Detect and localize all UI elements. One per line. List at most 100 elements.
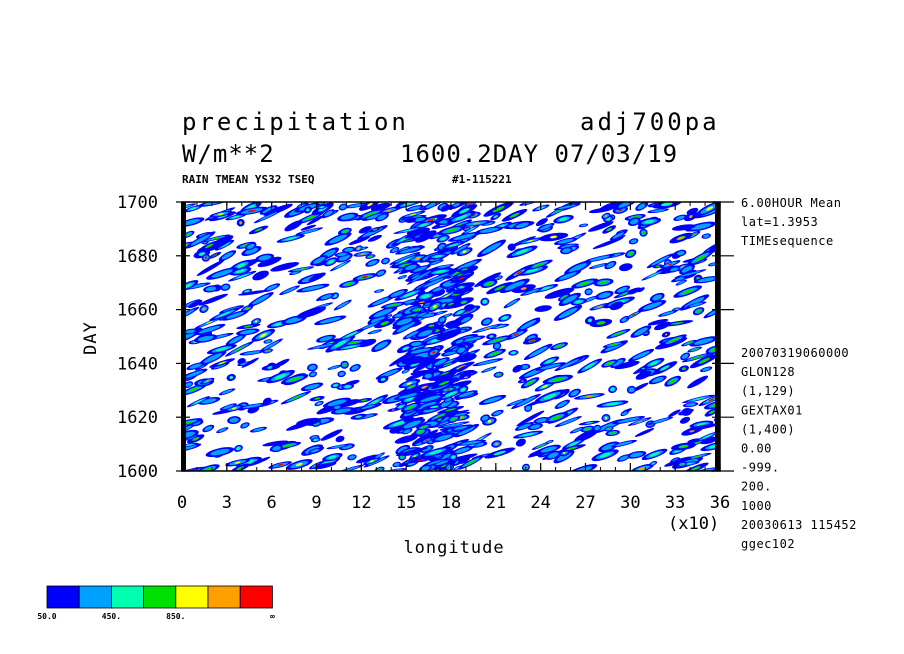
rain-streak [493, 371, 504, 378]
x-tick-label: 36 [710, 493, 730, 513]
rain-streak-peak [652, 462, 655, 465]
rain-streak-mid [204, 426, 213, 431]
rain-streak [225, 333, 247, 346]
rain-streak [480, 414, 491, 423]
rain-streak [367, 234, 382, 242]
rain-streak-mid [416, 401, 437, 410]
rain-streak-core [193, 399, 204, 404]
rain-streak [414, 311, 430, 318]
rain-streak [427, 253, 449, 260]
rain-streak-outer [452, 287, 472, 295]
rain-streak-core [429, 405, 441, 409]
rain-streak [448, 231, 481, 242]
rain-streak [335, 435, 345, 443]
rain-streak-peak [665, 333, 668, 336]
rain-streak-mid [372, 297, 391, 306]
rain-streak [401, 369, 410, 374]
rain-streak [289, 270, 302, 276]
rain-streak-mid [612, 232, 625, 239]
rain-streak-core [342, 363, 347, 367]
rain-streak-mid [457, 347, 465, 353]
rain-streak-outer [445, 320, 461, 329]
rain-streak-core [493, 215, 498, 219]
rain-streak [455, 284, 467, 290]
rain-streak-mid [462, 336, 481, 342]
rain-streak [365, 254, 376, 259]
rain-streak-mid [481, 415, 489, 421]
rain-streak-outer [401, 356, 425, 365]
rain-streak-core [685, 341, 692, 345]
rain-streak-mid [382, 258, 389, 264]
rain-streak [675, 249, 687, 257]
rain-streak-outer [474, 272, 502, 288]
rain-streak-mid [310, 449, 320, 453]
rain-streak [571, 278, 599, 289]
rain-streak-core [414, 308, 421, 312]
info-bottom-line: 200. [741, 480, 772, 494]
rain-streak-core [355, 415, 362, 418]
rain-streak [661, 331, 671, 338]
rain-streak-core [243, 325, 254, 328]
rain-streak-core [496, 373, 501, 377]
rain-streak-mid [399, 275, 406, 279]
rain-streak [405, 456, 437, 464]
rain-streak-outer [428, 375, 448, 381]
rain-streak-outer [271, 358, 290, 369]
rain-streak-core [408, 385, 415, 389]
rain-streak [441, 350, 459, 356]
rain-streak-core [398, 405, 404, 409]
rain-streak-core [606, 402, 619, 406]
rain-streak [341, 383, 354, 390]
rain-streak [612, 416, 646, 425]
rain-streak [596, 400, 629, 408]
rain-streak-core [698, 357, 710, 364]
rain-streak-mid [559, 417, 578, 426]
rain-streak [228, 270, 257, 282]
rain-streak-mid [185, 329, 196, 334]
rain-streak [410, 370, 431, 376]
rain-streak [554, 416, 582, 428]
rain-streak-peak [421, 385, 429, 389]
rain-streak-core [417, 430, 424, 434]
rain-streak-mid [300, 228, 319, 234]
rain-streak [225, 458, 251, 467]
rain-streak-mid [324, 210, 333, 217]
rain-streak [457, 335, 486, 344]
rain-streak-core [210, 236, 222, 240]
rain-streak [218, 250, 237, 262]
rain-streak-peak [213, 254, 217, 257]
rain-streak-core [584, 422, 594, 424]
x-tick-label: 0 [177, 493, 187, 513]
rain-streak [638, 299, 667, 312]
rain-streak-core [306, 208, 310, 212]
x-tick-label: 3 [222, 493, 232, 513]
rain-streak [604, 426, 614, 432]
rain-streak-core [451, 455, 455, 459]
rain-streak-mid [703, 234, 710, 238]
colorbar-label: 450. [102, 612, 121, 621]
rain-streak [377, 375, 389, 384]
rain-streak [322, 452, 343, 462]
rain-streak-core [511, 351, 516, 355]
rain-streak-core [345, 282, 353, 286]
rain-streak-core [522, 432, 535, 437]
rain-streak-peak [357, 247, 360, 250]
rain-streak-outer [308, 272, 326, 282]
info-bottom-line: ggec102 [741, 537, 795, 551]
rain-streak [560, 246, 573, 255]
rain-streak-outer [681, 407, 693, 416]
rain-streak [337, 370, 346, 378]
rain-streak-mid [403, 420, 421, 429]
rain-streak [442, 241, 466, 249]
rain-streak [516, 265, 549, 276]
rain-streak [284, 220, 303, 232]
rain-streak-peak [513, 333, 520, 337]
rain-streak [591, 449, 619, 462]
rain-streak [492, 342, 502, 350]
rain-streak-core [313, 438, 318, 441]
rain-streak-core [333, 384, 338, 387]
rain-streak-outer [248, 456, 271, 467]
rain-streak-outer [404, 227, 426, 239]
rain-streak [639, 228, 648, 237]
rain-streak-mid [689, 302, 703, 307]
